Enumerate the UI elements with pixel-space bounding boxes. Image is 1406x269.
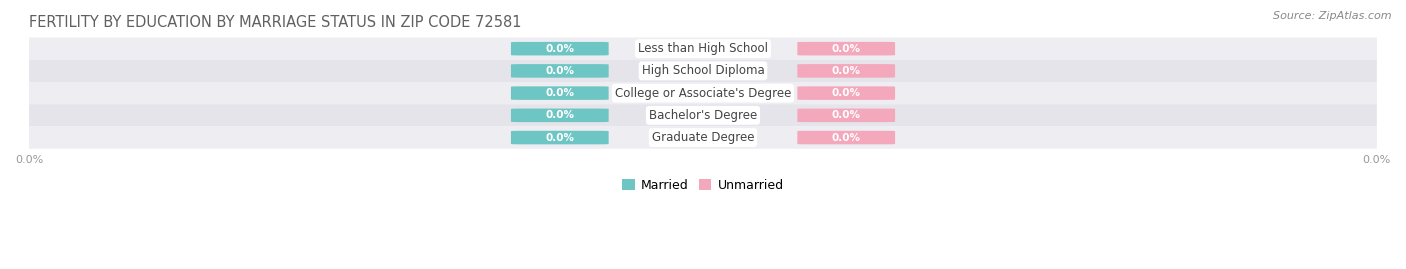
Text: Source: ZipAtlas.com: Source: ZipAtlas.com [1274,11,1392,21]
Text: 0.0%: 0.0% [546,66,574,76]
FancyBboxPatch shape [30,126,1376,149]
FancyBboxPatch shape [30,60,1376,82]
Text: 0.0%: 0.0% [546,133,574,143]
FancyBboxPatch shape [797,64,896,78]
Text: 0.0%: 0.0% [546,88,574,98]
FancyBboxPatch shape [30,38,1376,60]
FancyBboxPatch shape [510,42,609,55]
FancyBboxPatch shape [797,131,896,144]
Text: 0.0%: 0.0% [832,66,860,76]
Text: Less than High School: Less than High School [638,42,768,55]
Legend: Married, Unmarried: Married, Unmarried [617,174,789,197]
Text: 0.0%: 0.0% [546,44,574,54]
Text: 0.0%: 0.0% [832,44,860,54]
FancyBboxPatch shape [510,109,609,122]
Text: 0.0%: 0.0% [832,110,860,120]
FancyBboxPatch shape [510,131,609,144]
FancyBboxPatch shape [797,42,896,55]
FancyBboxPatch shape [30,82,1376,104]
Text: Graduate Degree: Graduate Degree [652,131,754,144]
Text: 0.0%: 0.0% [832,88,860,98]
FancyBboxPatch shape [510,64,609,78]
Text: 0.0%: 0.0% [546,110,574,120]
Text: High School Diploma: High School Diploma [641,64,765,77]
FancyBboxPatch shape [30,104,1376,126]
FancyBboxPatch shape [797,86,896,100]
Text: Bachelor's Degree: Bachelor's Degree [650,109,756,122]
Text: College or Associate's Degree: College or Associate's Degree [614,87,792,100]
Text: 0.0%: 0.0% [832,133,860,143]
FancyBboxPatch shape [797,109,896,122]
FancyBboxPatch shape [510,86,609,100]
Text: FERTILITY BY EDUCATION BY MARRIAGE STATUS IN ZIP CODE 72581: FERTILITY BY EDUCATION BY MARRIAGE STATU… [30,15,522,30]
